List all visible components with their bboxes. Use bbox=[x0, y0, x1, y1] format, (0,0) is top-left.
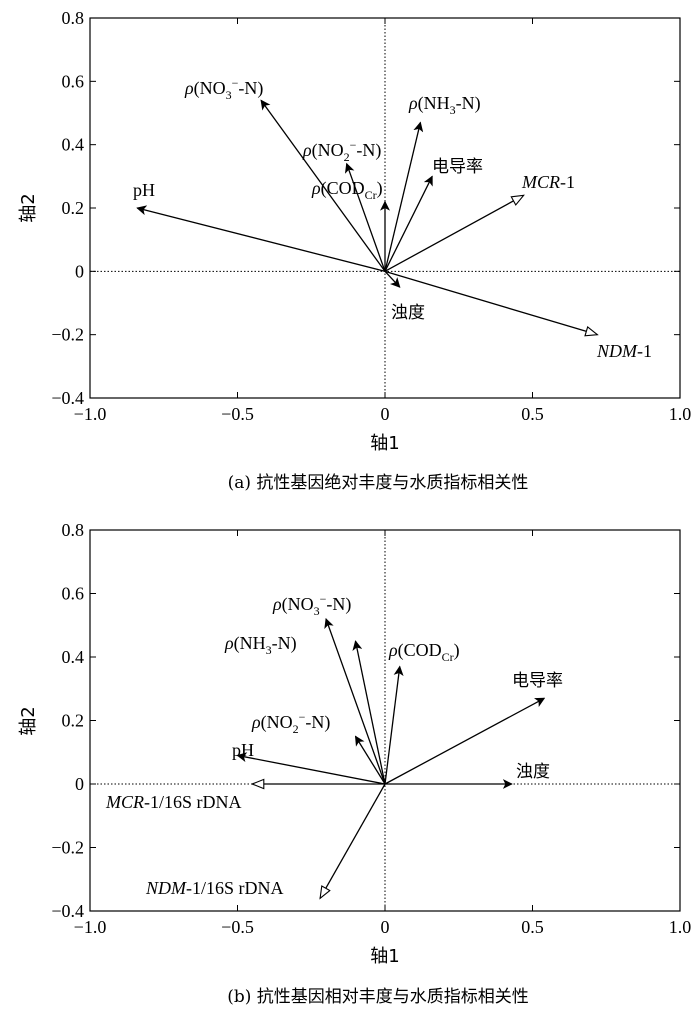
vector-label-no3: ρ(NO3−-N) bbox=[184, 76, 263, 102]
x-axis-label: 轴1 bbox=[370, 433, 399, 454]
vector-arrow bbox=[136, 205, 386, 272]
y-tick-label: −0.2 bbox=[51, 325, 84, 345]
vector-label-mcr: MCR-1/16S rDNA bbox=[105, 792, 242, 812]
x-axis-label: 轴1 bbox=[370, 946, 399, 967]
vector-labels: ρ(NO3−-N) ρ(NH3-N) ρ(CODCr) 电导率 ρ(NO2−-N… bbox=[105, 592, 563, 898]
vector-arrow bbox=[236, 752, 386, 785]
y-tick-label: 0.6 bbox=[62, 71, 85, 91]
zero-lines bbox=[90, 530, 680, 911]
vector-arrow bbox=[384, 665, 404, 785]
vector-label-ndm: NDM-1 bbox=[596, 341, 652, 361]
panel-a: −1.0 −0.5 0 0.5 1.0 −0.4 −0.2 0 0.2 0.4 0.6 0.8 ρ(N… bbox=[18, 8, 691, 493]
x-tick-label: 0.5 bbox=[521, 917, 544, 937]
y-tick-label: 0.8 bbox=[62, 520, 85, 540]
vector-arrow bbox=[260, 99, 386, 272]
y-tick-label: −0.2 bbox=[51, 838, 84, 858]
vector-arrow bbox=[319, 783, 386, 900]
vector-arrow bbox=[384, 175, 433, 272]
y-tick-label: 0.2 bbox=[62, 198, 85, 218]
y-tick-label: 0.6 bbox=[62, 584, 85, 604]
vector-label-turbidity: 浊度 bbox=[391, 303, 425, 323]
y-tick-label: −0.4 bbox=[51, 901, 84, 921]
x-tick-label: 0 bbox=[381, 917, 390, 937]
x-tick-label: 0 bbox=[381, 404, 390, 424]
vector-label-turbidity: 浊度 bbox=[516, 762, 550, 782]
caption: (a) 抗性基因绝对丰度与水质指标相关性 bbox=[228, 473, 529, 493]
vector-label-cod: ρ(CODCr) bbox=[311, 178, 383, 202]
vector-arrow bbox=[354, 735, 386, 785]
vector-label-ph: pH bbox=[232, 740, 254, 760]
vector-label-mcr: MCR-1 bbox=[521, 172, 575, 192]
vector-label-conductivity: 电导率 bbox=[512, 671, 563, 691]
y-tick-label: 0 bbox=[75, 774, 84, 794]
y-tick-label: −0.4 bbox=[51, 388, 84, 408]
vector-label-no3: ρ(NO3−-N) bbox=[272, 592, 351, 618]
tick-group: −1.0 −0.5 0 0.5 1.0 −0.4 −0.2 0 0.2 0.4 0.6 0.8 bbox=[51, 520, 691, 937]
vector-label-nh3: ρ(NH3-N) bbox=[224, 633, 297, 657]
y-tick-label: 0.2 bbox=[62, 711, 85, 731]
vector-arrow bbox=[352, 640, 386, 785]
vector-arrow bbox=[384, 194, 525, 272]
vector-label-no2: ρ(NO2−-N) bbox=[302, 138, 381, 164]
x-tick-label: −1.0 bbox=[74, 404, 107, 424]
y-tick-label: 0.8 bbox=[62, 8, 85, 28]
vector-label-ph: pH bbox=[133, 180, 155, 200]
x-tick-label: −0.5 bbox=[221, 404, 254, 424]
vector-label-cod: ρ(CODCr) bbox=[388, 640, 460, 664]
vector-arrow bbox=[324, 617, 386, 785]
vector-label-nh3: ρ(NH3-N) bbox=[408, 93, 481, 117]
caption: (b) 抗性基因相对丰度与水质指标相关性 bbox=[227, 987, 529, 1007]
y-axis-label: 轴2 bbox=[18, 193, 39, 222]
x-tick-label: 0.5 bbox=[521, 404, 544, 424]
vector-arrow bbox=[384, 270, 599, 337]
vector-labels: ρ(NO3−-N) ρ(NO2−-N) ρ(NH3-N) ρ(CODCr) 电导… bbox=[133, 76, 652, 361]
y-axis-label: 轴2 bbox=[18, 706, 39, 735]
x-tick-label: −1.0 bbox=[74, 917, 107, 937]
x-tick-label: 1.0 bbox=[669, 917, 692, 937]
vector-arrow bbox=[344, 162, 386, 272]
panel-b: −1.0 −0.5 0 0.5 1.0 −0.4 −0.2 0 0.2 0.4 0.6 0.8 ρ(N… bbox=[18, 520, 691, 1007]
vector-group bbox=[136, 99, 599, 337]
x-tick-label: −0.5 bbox=[221, 917, 254, 937]
y-tick-label: 0 bbox=[75, 261, 84, 281]
tick-group: −1.0 −0.5 0 0.5 1.0 −0.4 −0.2 0 0.2 0.4 0.6 0.8 bbox=[51, 8, 691, 424]
vector-label-conductivity: 电导率 bbox=[432, 157, 483, 177]
vector-label-no2: ρ(NO2−-N) bbox=[251, 710, 330, 736]
vector-arrow bbox=[384, 121, 424, 272]
vector-group bbox=[236, 617, 546, 900]
vector-arrow bbox=[384, 697, 546, 785]
y-tick-label: 0.4 bbox=[62, 647, 85, 667]
x-tick-label: 1.0 bbox=[669, 404, 692, 424]
vector-arrow bbox=[384, 270, 401, 288]
y-tick-label: 0.4 bbox=[62, 135, 85, 155]
vector-label-ndm: NDM-1/16S rDNA bbox=[145, 878, 284, 898]
